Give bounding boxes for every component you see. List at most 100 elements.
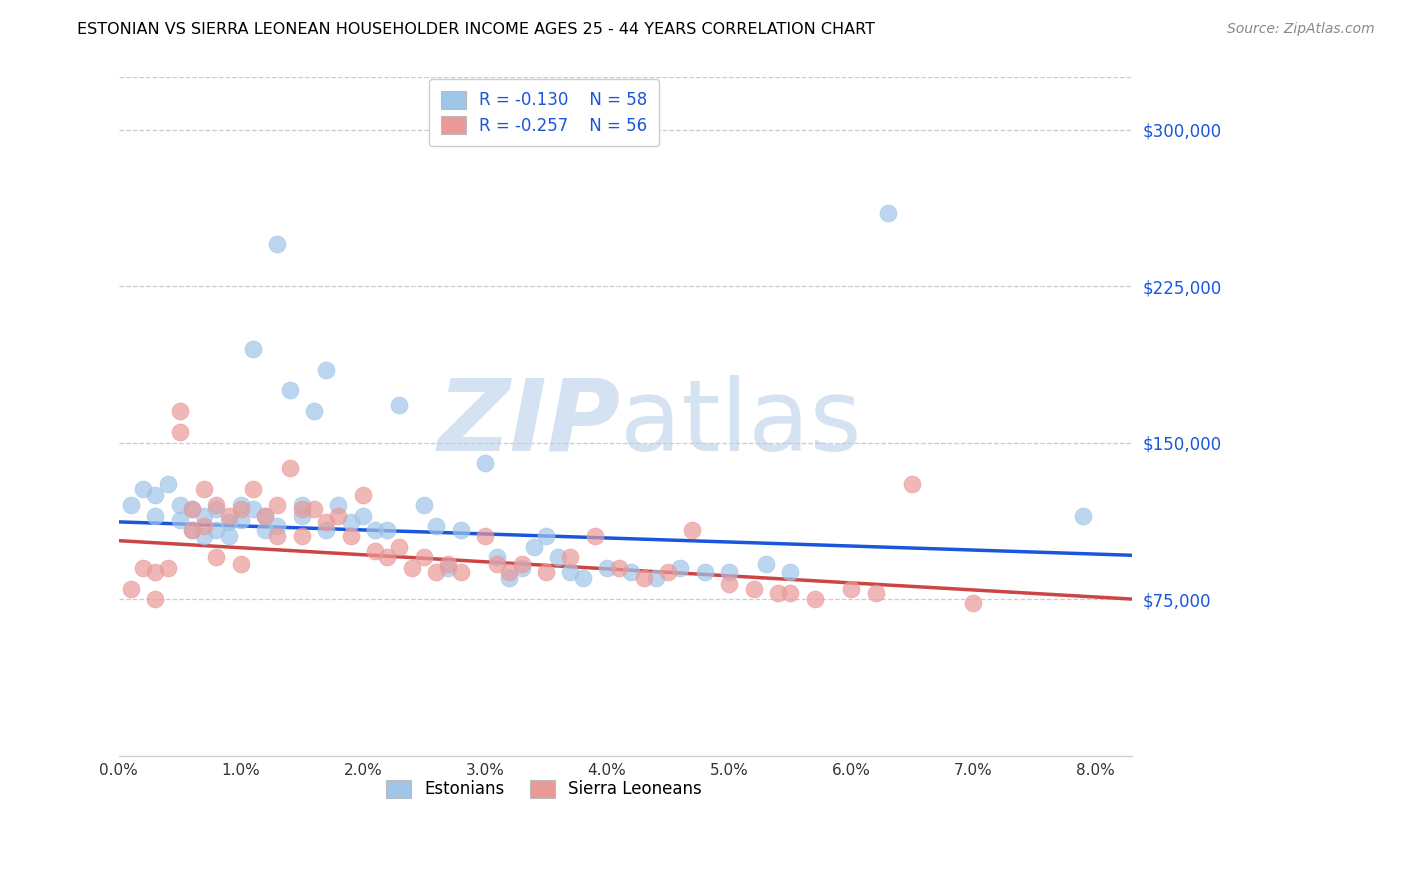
Point <box>742 582 765 596</box>
Point <box>169 425 191 439</box>
Point <box>413 550 436 565</box>
Point <box>229 502 252 516</box>
Text: ZIP: ZIP <box>437 375 620 472</box>
Point <box>486 550 509 565</box>
Point <box>229 498 252 512</box>
Point <box>205 498 228 512</box>
Point <box>291 498 314 512</box>
Point <box>193 482 215 496</box>
Point <box>278 384 301 398</box>
Point <box>375 550 398 565</box>
Point <box>534 565 557 579</box>
Point <box>779 586 801 600</box>
Point <box>143 565 166 579</box>
Point <box>339 529 361 543</box>
Point <box>302 502 325 516</box>
Point <box>498 565 520 579</box>
Point <box>620 565 643 579</box>
Point <box>693 565 716 579</box>
Point <box>254 508 277 523</box>
Point <box>352 508 374 523</box>
Point <box>413 498 436 512</box>
Point <box>291 508 314 523</box>
Point <box>560 565 582 579</box>
Point <box>523 540 546 554</box>
Point <box>193 508 215 523</box>
Point <box>633 571 655 585</box>
Point <box>291 502 314 516</box>
Point <box>425 565 447 579</box>
Point <box>474 457 496 471</box>
Point <box>510 561 533 575</box>
Point <box>132 561 155 575</box>
Point <box>364 523 387 537</box>
Point <box>218 529 240 543</box>
Point <box>803 592 825 607</box>
Point <box>205 502 228 516</box>
Point <box>547 550 569 565</box>
Point <box>352 488 374 502</box>
Point <box>156 477 179 491</box>
Point <box>193 529 215 543</box>
Point <box>315 515 337 529</box>
Point <box>339 515 361 529</box>
Point <box>839 582 862 596</box>
Point <box>242 502 264 516</box>
Point <box>315 362 337 376</box>
Point <box>120 498 142 512</box>
Point <box>181 502 204 516</box>
Point <box>328 498 350 512</box>
Point <box>242 482 264 496</box>
Point <box>375 523 398 537</box>
Point <box>583 529 606 543</box>
Point <box>901 477 924 491</box>
Point <box>266 498 288 512</box>
Point <box>1071 508 1094 523</box>
Point <box>132 482 155 496</box>
Legend: Estonians, Sierra Leoneans: Estonians, Sierra Leoneans <box>380 772 709 805</box>
Point <box>596 561 619 575</box>
Point <box>143 488 166 502</box>
Point <box>876 206 898 220</box>
Point <box>181 523 204 537</box>
Point <box>644 571 666 585</box>
Point <box>571 571 593 585</box>
Text: Source: ZipAtlas.com: Source: ZipAtlas.com <box>1227 22 1375 37</box>
Point <box>682 523 704 537</box>
Point <box>425 519 447 533</box>
Point <box>193 519 215 533</box>
Point <box>143 592 166 607</box>
Point <box>242 342 264 356</box>
Point <box>718 565 741 579</box>
Text: atlas: atlas <box>620 375 862 472</box>
Point <box>291 529 314 543</box>
Point <box>156 561 179 575</box>
Point <box>534 529 557 543</box>
Point <box>779 565 801 579</box>
Point <box>205 550 228 565</box>
Point <box>718 577 741 591</box>
Text: ESTONIAN VS SIERRA LEONEAN HOUSEHOLDER INCOME AGES 25 - 44 YEARS CORRELATION CHA: ESTONIAN VS SIERRA LEONEAN HOUSEHOLDER I… <box>77 22 876 37</box>
Point <box>278 460 301 475</box>
Point <box>266 519 288 533</box>
Point <box>169 498 191 512</box>
Point <box>181 523 204 537</box>
Point <box>218 515 240 529</box>
Point <box>315 523 337 537</box>
Point <box>218 508 240 523</box>
Point <box>328 508 350 523</box>
Point <box>205 523 228 537</box>
Point <box>510 557 533 571</box>
Point <box>254 508 277 523</box>
Point <box>266 237 288 252</box>
Point <box>437 557 460 571</box>
Point <box>143 508 166 523</box>
Point <box>401 561 423 575</box>
Point <box>364 544 387 558</box>
Point <box>302 404 325 418</box>
Point <box>766 586 789 600</box>
Point <box>607 561 630 575</box>
Point <box>169 404 191 418</box>
Point <box>229 513 252 527</box>
Point <box>181 502 204 516</box>
